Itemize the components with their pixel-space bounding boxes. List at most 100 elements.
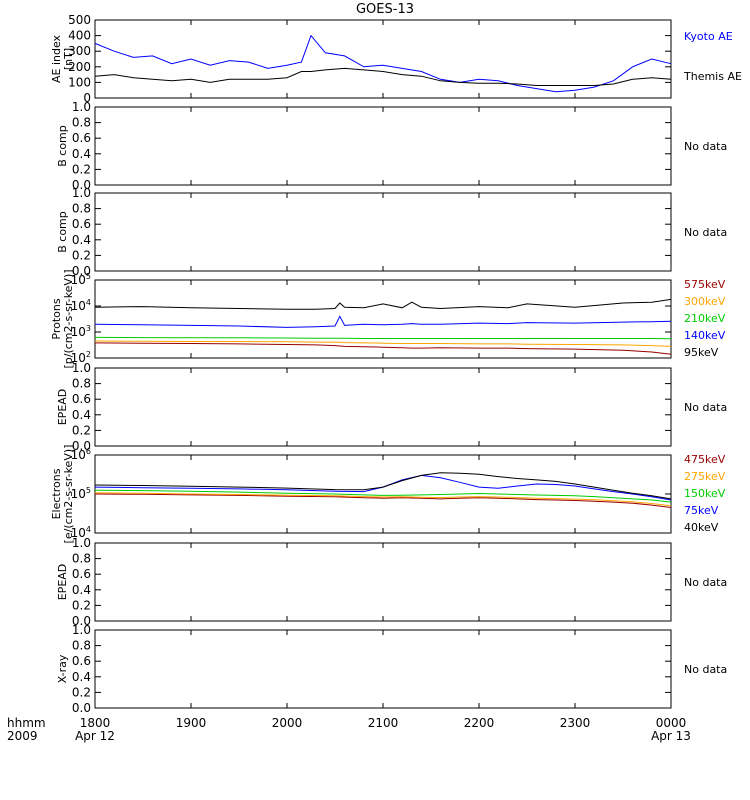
no-data-label: No data bbox=[684, 401, 727, 414]
y-tick-label: 0.4 bbox=[72, 147, 91, 161]
legend-entry: 95keV bbox=[684, 346, 719, 359]
no-data-label: No data bbox=[684, 226, 727, 239]
panel-bcomp1: 0.0 0.20.4 0.60.8 1.0B comp No data bbox=[56, 100, 727, 192]
x-date-label: Apr 12 bbox=[75, 729, 115, 743]
panel-frame bbox=[94, 629, 672, 709]
y-axis-label: EPEAD bbox=[56, 389, 69, 426]
series-line-40kev bbox=[94, 472, 672, 500]
y-tick-label: 0.0 bbox=[72, 614, 91, 628]
y-tick-label: 0.8 bbox=[72, 202, 91, 216]
series-line-themis-ae bbox=[94, 67, 672, 86]
y-tick-label: 0.2 bbox=[72, 685, 91, 699]
y-tick-label: 0.6 bbox=[72, 131, 91, 145]
y-tick-label: 0.4 bbox=[72, 583, 91, 597]
y-tick-label: 100 bbox=[68, 75, 91, 89]
y-axis-label: B comp bbox=[56, 211, 69, 253]
y-tick-label: 0.0 bbox=[72, 439, 91, 453]
x-tick-label: 1800 bbox=[80, 716, 111, 730]
y-tick-label: 104 bbox=[71, 298, 91, 313]
y-tick-label: 0.2 bbox=[72, 248, 91, 262]
legend-entry: 475keV bbox=[684, 453, 726, 466]
y-tick-label: 103 bbox=[71, 324, 91, 339]
y-axis-label: X-ray bbox=[56, 654, 69, 683]
panel-frame bbox=[94, 19, 672, 99]
y-tick-label: 0.4 bbox=[72, 408, 91, 422]
series-line-575kev bbox=[94, 342, 672, 355]
y-axis-label: Protons[p/(cm2-s-sr-keV)] bbox=[50, 269, 75, 368]
legend-entry: 575keV bbox=[684, 278, 726, 291]
y-tick-label: 105 bbox=[71, 272, 91, 287]
y-tick-label: 0.8 bbox=[72, 639, 91, 653]
x-tick-label: 2200 bbox=[464, 716, 495, 730]
series-line-210kev bbox=[94, 336, 672, 340]
y-tick-label: 1.0 bbox=[72, 623, 91, 637]
x-corner-label-year: 2009 bbox=[7, 729, 38, 743]
y-axis-label: AE index[nT] bbox=[50, 34, 75, 83]
y-tick-label: 400 bbox=[68, 29, 91, 43]
panel-frame bbox=[94, 542, 672, 622]
y-tick-label: 0.4 bbox=[72, 233, 91, 247]
x-tick-label: 1900 bbox=[176, 716, 207, 730]
y-tick-label: 1.0 bbox=[72, 186, 91, 200]
y-tick-label: 0.6 bbox=[72, 654, 91, 668]
y-tick-label: 106 bbox=[71, 447, 91, 462]
y-tick-label: 105 bbox=[71, 486, 91, 501]
y-tick-label: 0.8 bbox=[72, 552, 91, 566]
y-tick-label: 1.0 bbox=[72, 100, 91, 114]
y-tick-label: 0.0 bbox=[72, 701, 91, 715]
panel-frame bbox=[94, 279, 672, 359]
y-tick-label: 0 bbox=[83, 91, 91, 105]
y-axis-label: Electrons[e/(cm2-s-sr-keV)] bbox=[50, 445, 75, 544]
y-tick-label: 500 bbox=[68, 13, 91, 27]
series-line-300kev bbox=[94, 340, 672, 347]
series-line-140kev bbox=[94, 315, 672, 328]
legend-entry: Themis AE bbox=[683, 70, 742, 83]
panel-frame bbox=[94, 106, 672, 186]
x-tick-label: 2100 bbox=[368, 716, 399, 730]
series-line-475kev bbox=[94, 493, 672, 508]
y-tick-label: 0.2 bbox=[72, 423, 91, 437]
y-tick-label: 0.0 bbox=[72, 264, 91, 278]
panel-epead2: 0.0 0.20.4 0.60.8 1.0 EPEAD No data bbox=[56, 536, 727, 628]
y-tick-label: 0.4 bbox=[72, 670, 91, 684]
panel-xray: 0.0 0.20.4 0.60.8 1.0 X-ray No data bbox=[56, 623, 727, 715]
y-tick-label: 200 bbox=[68, 60, 91, 74]
no-data-label: No data bbox=[684, 140, 727, 153]
y-tick-label: 0.6 bbox=[72, 392, 91, 406]
y-tick-label: 0.0 bbox=[72, 178, 91, 192]
panel-frame bbox=[94, 367, 672, 447]
y-axis-label: B comp bbox=[56, 125, 69, 167]
series-line-75kev bbox=[94, 474, 672, 501]
legend-entry: 275keV bbox=[684, 470, 726, 483]
legend-entry: 75keV bbox=[684, 504, 719, 517]
legend-entry: Kyoto AE bbox=[684, 30, 733, 43]
y-tick-label: 1.0 bbox=[72, 361, 91, 375]
series-line-kyoto-ae bbox=[94, 34, 672, 93]
y-tick-label: 0.8 bbox=[72, 116, 91, 130]
panel-epead1: 0.0 0.20.4 0.60.8 1.0 EPEAD No data bbox=[56, 361, 727, 453]
x-tick-label: 0000 bbox=[656, 716, 687, 730]
panel-bcomp2: 0.0 0.20.4 0.60.8 1.0B comp No data bbox=[56, 186, 727, 278]
legend-entry: 300keV bbox=[684, 295, 726, 308]
y-tick-label: 0.8 bbox=[72, 377, 91, 391]
legend-entry: 150keV bbox=[684, 487, 726, 500]
x-tick-label: 2300 bbox=[560, 716, 591, 730]
y-tick-label: 104 bbox=[71, 525, 91, 540]
no-data-label: No data bbox=[684, 663, 727, 676]
y-tick-label: 102 bbox=[71, 350, 91, 365]
legend-entry: 210keV bbox=[684, 312, 726, 325]
legend-entry: 40keV bbox=[684, 521, 719, 534]
legend-entry: 140keV bbox=[684, 329, 726, 342]
y-tick-label: 0.6 bbox=[72, 567, 91, 581]
y-tick-label: 0.6 bbox=[72, 217, 91, 231]
x-tick-label: 2000 bbox=[272, 716, 303, 730]
x-date-label: Apr 13 bbox=[651, 729, 691, 743]
y-tick-label: 0.2 bbox=[72, 162, 91, 176]
series-line-150kev bbox=[94, 489, 672, 503]
y-tick-label: 1.0 bbox=[72, 536, 91, 550]
chart-title: GOES-13 bbox=[356, 2, 414, 17]
